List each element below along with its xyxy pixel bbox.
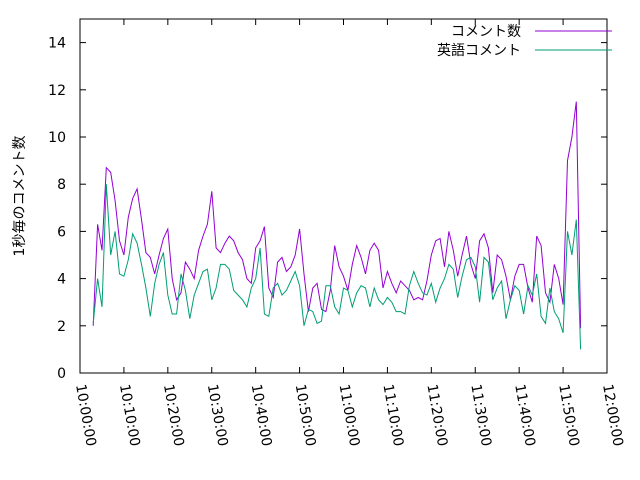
series-line [92,184,582,350]
x-tick-label: 10:20:00 [160,383,187,448]
x-tick-label: 10:40:00 [248,383,275,448]
legend-label: 英語コメント [437,42,521,59]
y-tick-label: 0 [57,366,66,382]
x-tick-label: 11:50:00 [555,383,582,448]
x-tick-label: 10:10:00 [116,383,143,448]
y-axis-label: 1秒毎のコメント数 [12,136,28,257]
plot-frame [79,18,608,374]
x-tick-label: 12:00:00 [599,383,626,448]
x-tick-label: 11:40:00 [511,383,538,448]
y-tick-label: 14 [48,36,66,52]
x-tick-label: 11:10:00 [379,383,406,448]
series-line [92,101,582,329]
y-tick-label: 12 [48,83,66,99]
x-tick-label: 10:30:00 [204,383,231,448]
y-tick-label: 8 [57,177,66,193]
y-tick-label: 6 [57,224,66,240]
x-tick-label: 11:00:00 [336,383,363,448]
y-tick-label: 10 [48,130,66,146]
y-tick-label: 2 [57,319,66,335]
x-tick-label: 10:00:00 [72,383,99,448]
x-tick-label: 10:50:00 [292,383,319,448]
y-tick-label: 4 [57,272,66,288]
x-tick-label: 11:30:00 [467,383,494,448]
x-tick-label: 11:20:00 [423,383,450,448]
legend-label: コメント数 [451,24,521,40]
